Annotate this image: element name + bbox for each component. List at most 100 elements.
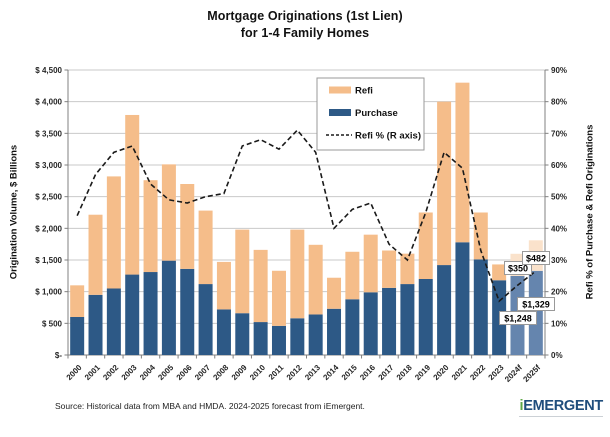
bar-2017-purchase <box>382 287 397 355</box>
x-tick-label-2009: 2009 <box>230 363 249 382</box>
bar-2000-refi <box>70 285 85 317</box>
bar-2008-refi <box>216 261 231 310</box>
bar-2013-refi <box>308 244 323 315</box>
annotation-label: $350 <box>508 264 528 274</box>
x-tick-label-2012: 2012 <box>285 363 304 382</box>
right-tick-label: 30% <box>551 256 567 265</box>
right-tick-label: 60% <box>551 161 567 170</box>
x-tick-label-2010: 2010 <box>248 363 267 382</box>
bar-2016-refi <box>363 234 378 293</box>
bar-2019-purchase <box>418 279 433 355</box>
bar-2015-purchase <box>345 299 360 355</box>
bar-2022-purchase <box>473 259 488 355</box>
x-tick-label-2021: 2021 <box>450 363 469 382</box>
bar-2001-refi <box>88 214 103 295</box>
x-tick-label-2023: 2023 <box>487 363 506 382</box>
left-tick-label: $ 1,000 <box>35 288 62 297</box>
left-tick-label: $ 3,500 <box>35 129 62 138</box>
bar-2007-refi <box>198 210 213 285</box>
right-tick-label: 0% <box>551 351 563 360</box>
x-tick-label-2020: 2020 <box>432 363 451 382</box>
bar-2022-refi <box>473 212 488 260</box>
annotation-box <box>499 311 537 325</box>
bar-2010-refi <box>253 249 268 323</box>
bar-2009-refi <box>235 229 250 314</box>
legend-swatch-purchase <box>329 109 351 116</box>
logo-name: EMERGENT <box>523 398 603 414</box>
left-tick-label: $ 3,000 <box>35 161 62 170</box>
annotation-label: $1,329 <box>522 300 550 310</box>
x-tick-label-2014: 2014 <box>321 363 340 382</box>
right-tick-label: 20% <box>551 288 567 297</box>
bar-2020-purchase <box>437 265 452 355</box>
left-tick-label: $ 1,500 <box>35 256 62 265</box>
bar-2014-refi <box>327 277 342 309</box>
bar-2017-refi <box>382 250 397 288</box>
bar-2011-refi <box>271 270 286 326</box>
right-tick-label: 40% <box>551 224 567 233</box>
bar-2018-purchase <box>400 284 415 355</box>
refi-pct-line <box>76 128 537 303</box>
bar-2018-refi <box>400 253 415 285</box>
annotation-box <box>517 297 555 311</box>
left-tick-label: $- <box>55 351 62 360</box>
bar-2009-purchase <box>235 313 250 355</box>
x-tick-label-2001: 2001 <box>83 363 102 382</box>
left-tick-label: $ 4,000 <box>35 98 62 107</box>
right-tick-label: 80% <box>551 98 567 107</box>
bar-2004-refi <box>143 180 158 273</box>
bar-2015-refi <box>345 251 360 300</box>
x-tick-label-2003: 2003 <box>120 363 139 382</box>
logo-prefix: i <box>519 398 524 414</box>
bar-2006-purchase <box>180 268 195 355</box>
bar-2002-refi <box>106 176 121 289</box>
x-tick-label-2018: 2018 <box>395 363 414 382</box>
iemergent-logo: iEMERGENT <box>519 399 603 417</box>
source-note: Source: Historical data from MBA and HMD… <box>55 401 365 411</box>
bar-2002-purchase <box>106 288 121 355</box>
legend-label: Refi <box>355 86 373 97</box>
bar-2005-purchase <box>161 260 176 355</box>
annotation-label: $1,248 <box>504 314 532 324</box>
x-tick-label-2000: 2000 <box>65 363 84 382</box>
bar-2013-purchase <box>308 314 323 355</box>
annotation-label: $482 <box>526 254 546 264</box>
x-tick-label-2015: 2015 <box>340 363 359 382</box>
bar-2021-purchase <box>455 242 470 355</box>
legend-label: Purchase <box>355 108 398 119</box>
x-tick-label-2025f: 2025f <box>521 363 542 384</box>
x-tick-label-2004: 2004 <box>138 363 157 382</box>
legend-swatch-refi <box>329 86 351 94</box>
right-tick-label: 10% <box>551 319 567 328</box>
x-tick-label-2006: 2006 <box>175 363 194 382</box>
x-tick-label-2013: 2013 <box>303 363 322 382</box>
x-tick-label-2024f: 2024f <box>503 363 524 384</box>
bar-2001-purchase <box>88 294 103 355</box>
x-tick-label-2002: 2002 <box>101 363 120 382</box>
bar-2007-purchase <box>198 284 213 355</box>
right-tick-label: 70% <box>551 129 567 138</box>
bar-2008-purchase <box>216 309 231 355</box>
bar-2003-refi <box>125 114 140 275</box>
bar-2020-refi <box>437 101 452 266</box>
left-tick-label: $ 2,500 <box>35 193 62 202</box>
annotation-box <box>522 251 550 265</box>
bar-2000-purchase <box>70 317 85 355</box>
left-tick-label: $ 2,000 <box>35 224 62 233</box>
x-tick-label-2011: 2011 <box>267 363 286 382</box>
bar-2023-refi <box>492 264 507 281</box>
bar-2010-purchase <box>253 322 268 355</box>
bar-2011-purchase <box>271 325 286 355</box>
bar-2003-purchase <box>125 274 140 355</box>
x-tick-label-2017: 2017 <box>377 363 396 382</box>
chart-title-line1: Mortgage Originations (1st Lien) <box>207 9 403 23</box>
bar-2021-refi <box>455 82 470 243</box>
x-tick-label-2016: 2016 <box>358 363 377 382</box>
left-tick-label: $ 4,500 <box>35 66 62 75</box>
left-axis-title: Origination Volume, $ Billions <box>8 144 20 280</box>
bar-2006-refi <box>180 184 195 269</box>
x-tick-label-2007: 2007 <box>193 363 212 382</box>
right-tick-label: 50% <box>551 193 567 202</box>
